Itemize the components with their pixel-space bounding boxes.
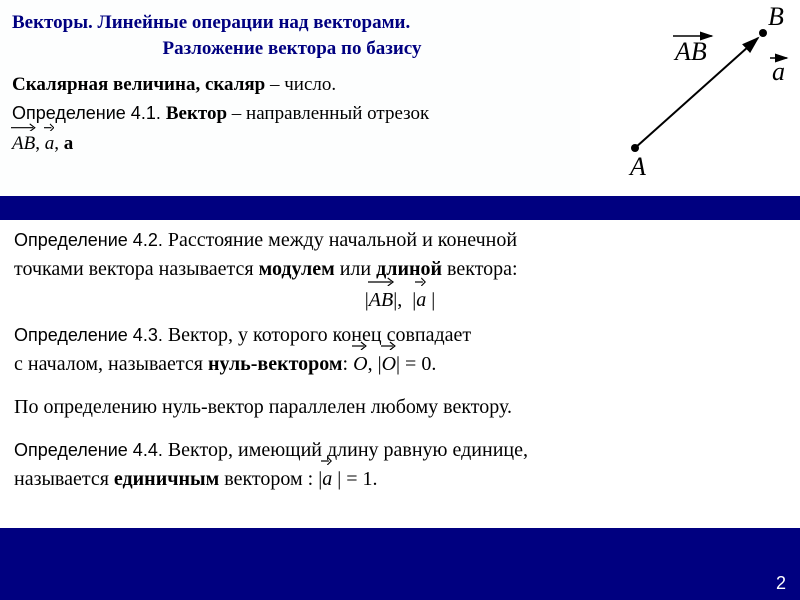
page-number: 2 — [776, 573, 786, 594]
diagram-A-label: A — [628, 152, 646, 181]
def-4-3: Определение 4.3. Вектор, у которого коне… — [14, 321, 786, 379]
def-4-4-bold: единичным — [114, 468, 219, 490]
scalar-definition: Скалярная величина, скаляр – число. — [12, 72, 572, 98]
def-4-1-rest: – направленный отрезок — [227, 103, 429, 124]
def-4-4: Определение 4.4. Вектор, имеющий длину р… — [14, 436, 786, 494]
def-4-1-label: Определение 4.1. — [12, 103, 166, 123]
formula-ab-vec: AB — [369, 286, 393, 315]
svg-text:a: a — [772, 57, 785, 86]
bottom-bar: 2 — [0, 528, 800, 600]
def-4-2-b1: модулем — [259, 258, 335, 280]
def-4-1: Определение 4.1. Вектор – направленный о… — [12, 101, 572, 127]
svg-text:AB: AB — [673, 37, 707, 66]
title-line-2: Разложение вектора по базису — [12, 38, 572, 60]
vector-notation-line: AB , a , a — [12, 131, 572, 157]
def-4-2: Определение 4.2. Расстояние между началь… — [14, 226, 786, 284]
header-text-area: Векторы. Линейные операции над векторами… — [0, 0, 580, 196]
ab-vector-inline: AB — [12, 131, 35, 157]
null-vec-O2: O — [382, 350, 396, 379]
def-4-4-label: Определение 4.4. — [14, 440, 168, 460]
vector-diagram: A B AB a — [580, 0, 800, 196]
def-4-3-eq: = 0. — [400, 353, 436, 375]
comma1: , — [35, 133, 45, 154]
def-4-4-t1: Вектор, имеющий длину равную единице, — [168, 439, 528, 461]
def-4-3-label: Определение 4.3. — [14, 325, 168, 345]
scalar-rest: – число. — [265, 74, 336, 95]
def-4-1-bold: Вектор — [166, 103, 227, 124]
def-4-2-t2: точками вектора называется — [14, 258, 259, 280]
null-vector-parallel-para: По определению нуль-вектор параллелен лю… — [14, 393, 786, 422]
formula-a-vec: a — [416, 286, 426, 315]
def-4-4-rest: вектором : | — [219, 468, 322, 490]
definitions-body: Определение 4.2. Расстояние между началь… — [0, 220, 800, 504]
a-bold: a — [64, 133, 74, 154]
unit-a-vec: a — [322, 465, 332, 494]
diagram-B-label: B — [768, 2, 784, 31]
top-section: Векторы. Линейные операции над векторами… — [0, 0, 800, 196]
def-4-2-t1: Расстояние между начальной и конечной — [168, 229, 517, 251]
comma2: , — [54, 133, 64, 154]
a-vector-inline: a — [45, 131, 55, 157]
def-4-3-comma: , | — [368, 353, 382, 375]
diagram-a-label: a — [770, 57, 787, 86]
diagram-AB-label: AB — [673, 36, 712, 66]
def-4-3-bold: нуль-вектором — [208, 353, 343, 375]
def-4-4-end: | = 1. — [337, 468, 377, 490]
vector-diagram-svg: A B AB a — [580, 0, 800, 196]
def-4-4-t2: называется — [14, 468, 114, 490]
def-4-3-colon: : — [343, 353, 354, 375]
null-vec-O: O — [353, 350, 367, 379]
def-4-2-end: вектора: — [442, 258, 518, 280]
def-4-2-label: Определение 4.2. — [14, 230, 168, 250]
scalar-bold: Скалярная величина, скаляр — [12, 74, 265, 95]
def-4-2-formula: | AB |, | a | — [14, 286, 786, 315]
title-line-1: Векторы. Линейные операции над векторами… — [12, 10, 572, 36]
separator-bar — [0, 196, 800, 220]
def-4-3-t2: с началом, называется — [14, 353, 208, 375]
def-4-3-t1: Вектор, у которого конец совпадает — [168, 324, 471, 346]
